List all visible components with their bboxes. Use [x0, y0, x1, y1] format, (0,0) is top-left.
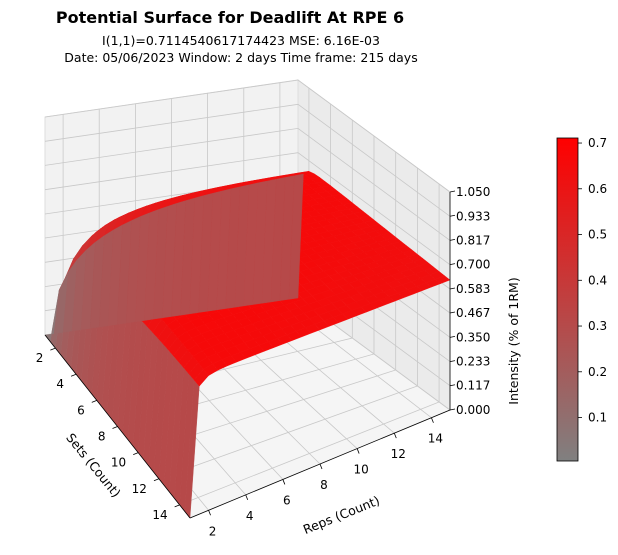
- y-tick-label: 10: [354, 463, 369, 477]
- y-tick-mark: [431, 417, 434, 423]
- y-tick-label: 12: [391, 447, 406, 461]
- x-tick-mark: [70, 373, 77, 377]
- x-tick-mark: [50, 347, 56, 351]
- z-tick-mark: [449, 214, 456, 217]
- x-tick-label: 10: [111, 456, 126, 470]
- x-tick-mark: [174, 504, 180, 508]
- x-tick-label: 8: [98, 430, 106, 444]
- x-tick-label: 6: [77, 403, 85, 417]
- x-tick-label: 2: [36, 351, 44, 365]
- gridline-z: [44, 103, 451, 217]
- colorbar-tick-label: 0.5: [588, 228, 607, 242]
- y-tick-label: 14: [428, 432, 443, 446]
- y-tick-label: 2: [209, 524, 217, 538]
- y-tick-mark: [319, 463, 323, 470]
- z-tick-label: 0.000: [456, 403, 490, 417]
- z-tick-label: 0.817: [456, 233, 490, 247]
- z-tick-label: 0.233: [456, 355, 490, 369]
- z-tick-mark: [449, 263, 456, 266]
- z-tick-label: 0.467: [456, 306, 490, 320]
- z-tick-mark: [449, 335, 456, 338]
- z-tick-label: 0.933: [456, 209, 490, 223]
- colorbar-tick-label: 0.1: [588, 411, 607, 425]
- z-tick-mark: [449, 360, 456, 363]
- y-tick-mark: [356, 448, 360, 454]
- z-tick-label: 0.117: [456, 379, 490, 393]
- z-tick-label: 0.700: [456, 258, 490, 272]
- y-tick-mark: [282, 479, 286, 485]
- gridline-z: [44, 127, 451, 241]
- colorbar-tick-label: 0.6: [588, 182, 607, 196]
- y-tick-mark: [393, 432, 397, 439]
- y-tick-label: 6: [283, 493, 291, 507]
- z-tick-label: 1.050: [456, 185, 490, 199]
- y-axis-label: Reps (Count): [301, 493, 382, 537]
- surface: [44, 171, 451, 519]
- x-tick-label: 14: [152, 508, 167, 522]
- y-tick-mark: [208, 510, 211, 516]
- gridline-z: [44, 79, 451, 193]
- y-tick-label: 8: [320, 478, 328, 492]
- y-tick-mark: [245, 494, 249, 501]
- colorbar-tick-label: 0.4: [588, 273, 607, 287]
- z-tick-mark: [449, 190, 456, 193]
- chart-title: Potential Surface for Deadlift At RPE 6: [55, 8, 405, 27]
- z-axis-label: Intensity (% of 1RM): [506, 277, 521, 404]
- x-tick-label: 4: [56, 377, 64, 391]
- chart-subtitle-stats: I(1,1)=0.7114540617174423 MSE: 6.16E-03: [102, 33, 380, 48]
- surface-cell: [288, 173, 304, 300]
- z-tick-mark: [449, 311, 456, 314]
- colorbar-tick-label: 0.2: [588, 365, 607, 379]
- z-tick-label: 0.350: [456, 330, 490, 344]
- y-tick-label: 4: [246, 509, 254, 523]
- z-tick-mark: [449, 238, 456, 241]
- x-tick-mark: [91, 399, 97, 403]
- chart-subtitle-date: Date: 05/06/2023 Window: 2 days Time fra…: [64, 50, 418, 65]
- colorbar: [556, 137, 579, 462]
- x-tick-mark: [112, 426, 118, 429]
- gridline-z: [44, 152, 451, 266]
- z-tick-mark: [449, 408, 456, 411]
- colorbar-tick-label: 0.7: [588, 136, 607, 150]
- z-tick-mark: [449, 287, 456, 290]
- x-tick-mark: [133, 452, 139, 456]
- x-tick-label: 12: [132, 482, 147, 496]
- colorbar-tick-label: 0.3: [588, 319, 607, 333]
- x-tick-mark: [153, 478, 160, 482]
- z-tick-mark: [449, 384, 456, 387]
- z-tick-label: 0.583: [456, 282, 490, 296]
